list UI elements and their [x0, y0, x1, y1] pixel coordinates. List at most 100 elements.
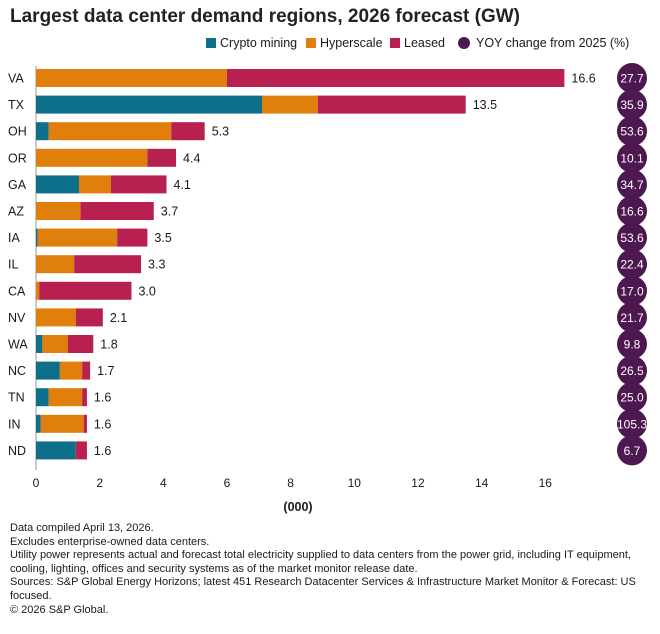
- legend-label: Leased: [404, 36, 446, 50]
- bar-segment-leased: [67, 335, 94, 353]
- legend-swatch-crypto-mining: [206, 38, 216, 48]
- bar-segment-hyperscale: [36, 255, 75, 274]
- yoy-circle: [617, 329, 647, 359]
- total-label: 1.6: [94, 417, 111, 431]
- category-label: TX: [8, 98, 25, 112]
- bar-segment-hyperscale: [59, 361, 83, 380]
- bar-segment-leased: [74, 255, 142, 274]
- bar-segment-leased: [82, 388, 87, 407]
- bar-segment-leased: [75, 441, 87, 460]
- bar-segment-crypto-mining: [36, 95, 262, 114]
- yoy-circle: [617, 435, 647, 466]
- bar-segment-crypto-mining: [36, 388, 49, 407]
- total-label: 16.6: [571, 72, 595, 86]
- yoy-label: 17.0: [620, 284, 644, 298]
- category-label: OH: [8, 125, 27, 139]
- total-label: 3.3: [148, 258, 165, 272]
- legend-item-crypto-mining: Crypto mining: [206, 36, 297, 50]
- yoy-label: 53.6: [620, 125, 644, 139]
- yoy-label: 22.4: [620, 258, 644, 272]
- yoy-label: 27.7: [620, 72, 644, 86]
- yoy-label: 26.5: [620, 364, 644, 378]
- chart-legend: Crypto mining Hyperscale Leased YOY chan…: [0, 36, 660, 56]
- bar-segment-crypto-mining: [36, 361, 60, 380]
- category-label: IN: [8, 417, 21, 431]
- bar-segment-leased: [83, 414, 87, 433]
- yoy-label: 25.0: [620, 391, 644, 405]
- yoy-circle: [617, 196, 647, 226]
- bar-segment-leased: [147, 148, 177, 167]
- legend-label: Crypto mining: [220, 36, 298, 50]
- legend-label: Hyperscale: [320, 36, 383, 50]
- yoy-label: 53.6: [620, 231, 644, 245]
- legend-item-hyperscale: Hyperscale: [306, 36, 383, 50]
- bar-segment-hyperscale: [42, 335, 68, 353]
- x-tick-label: 0: [33, 476, 40, 490]
- bar-segment-hyperscale: [48, 122, 172, 141]
- category-label: IA: [8, 231, 20, 245]
- x-tick-label: 6: [224, 476, 231, 490]
- legend-swatch-leased: [390, 38, 400, 48]
- category-label: VA: [8, 72, 24, 86]
- total-label: 2.1: [110, 311, 127, 325]
- x-tick-label: 12: [411, 476, 425, 490]
- footnote-exclusions: Excludes enterprise-owned data centers.: [10, 535, 210, 548]
- bar-segment-leased: [226, 69, 565, 87]
- category-label: CA: [8, 284, 26, 298]
- yoy-circle: [617, 222, 647, 253]
- chart-title: Largest data center demand regions, 2026…: [10, 6, 520, 27]
- total-label: 1.8: [100, 338, 117, 352]
- category-label: ND: [8, 444, 26, 458]
- x-tick-label: 4: [160, 476, 167, 490]
- bar-segment-hyperscale: [40, 414, 84, 433]
- yoy-circle: [617, 142, 647, 173]
- yoy-label: 9.8: [624, 338, 641, 352]
- x-tick-label: 14: [475, 476, 489, 490]
- bar-segment-crypto-mining: [36, 122, 49, 141]
- bar-segment-hyperscale: [36, 202, 81, 220]
- bar-segment-hyperscale: [36, 69, 227, 87]
- bar-segment-hyperscale: [48, 388, 83, 407]
- bar-segment-crypto-mining: [36, 175, 79, 194]
- yoy-label: 21.7: [620, 311, 644, 325]
- bar-segment-leased: [75, 308, 103, 327]
- bar-segment-hyperscale: [36, 148, 148, 167]
- yoy-circle: [617, 408, 647, 439]
- yoy-circle: [617, 382, 647, 413]
- bar-segment-crypto-mining: [36, 441, 76, 460]
- yoy-circle: [617, 169, 647, 200]
- footnote-copyright: © 2026 S&P Global.: [10, 603, 109, 616]
- category-label: TN: [8, 391, 25, 405]
- total-label: 3.0: [138, 284, 155, 298]
- total-label: 13.5: [473, 98, 497, 112]
- bar-segment-leased: [110, 175, 167, 194]
- x-axis-label: (000): [283, 500, 312, 514]
- bar-segment-leased: [39, 281, 132, 300]
- total-label: 4.1: [174, 178, 191, 192]
- bar-segment-crypto-mining: [36, 335, 43, 353]
- bar-segment-crypto-mining: [36, 414, 41, 433]
- footnote-sources: Sources: S&P Global Energy Horizons; lat…: [10, 576, 636, 602]
- bar-segment-leased: [317, 95, 466, 114]
- bar-segment-hyperscale: [78, 175, 111, 194]
- x-tick-label: 10: [348, 476, 362, 490]
- category-label: AZ: [8, 205, 24, 219]
- x-tick-label: 8: [287, 476, 294, 490]
- yoy-label: 6.7: [624, 444, 641, 458]
- x-tick-label: 16: [539, 476, 553, 490]
- footnote-utility-power: Utility power represents actual and fore…: [10, 549, 632, 575]
- category-label: IL: [8, 258, 18, 272]
- footnotes: Data compiled April 13, 2026. Excludes e…: [10, 522, 655, 617]
- yoy-circle: [617, 89, 647, 120]
- yoy-circle: [617, 355, 647, 386]
- x-tick-label: 2: [96, 476, 103, 490]
- chart-plot: VA 16.6 27.7 TX 13.5 35.9 OH 5.3 53.6 OR 4.4 10.1 GA…: [8, 63, 647, 514]
- yoy-circle: [617, 63, 647, 93]
- total-label: 1.7: [97, 364, 114, 378]
- legend-item-yoy-change: YOY change from 2025 (%): [458, 36, 629, 50]
- yoy-label: 105.3: [617, 417, 647, 431]
- yoy-label: 16.6: [620, 205, 644, 219]
- yoy-circle: [617, 302, 647, 333]
- yoy-label: 34.7: [620, 178, 644, 192]
- total-label: 4.4: [183, 151, 200, 165]
